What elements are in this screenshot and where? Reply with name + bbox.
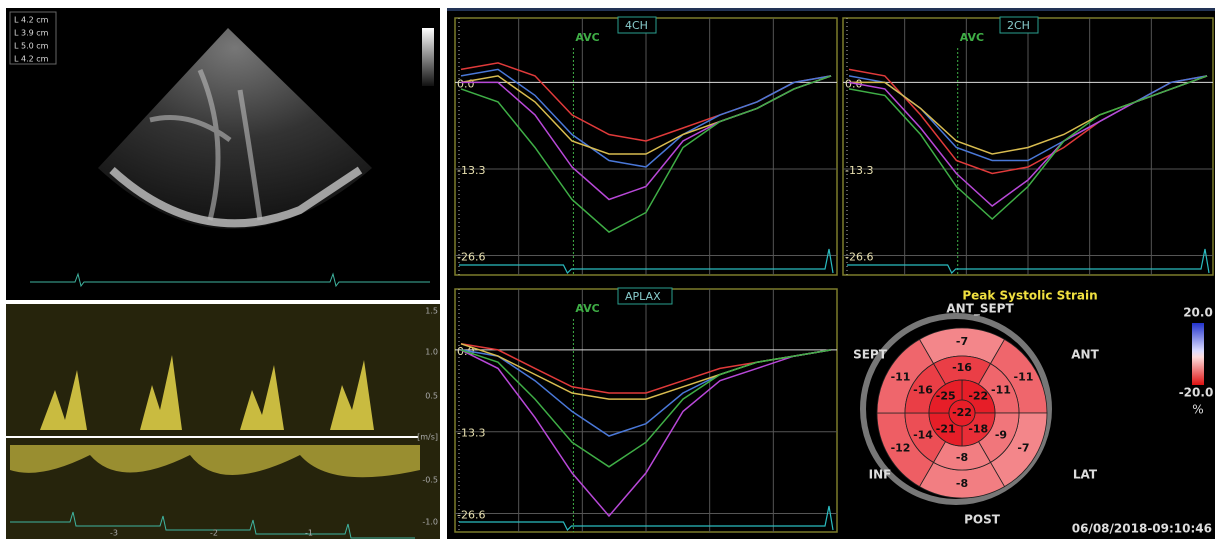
panel-title: 4CH — [625, 19, 648, 32]
y-tick-label: -26.6 — [457, 250, 485, 263]
gray-scale — [422, 28, 434, 86]
measure-box — [9, 11, 57, 65]
title-box — [999, 16, 1039, 34]
strain-view — [447, 8, 1215, 539]
panel-title: 2CH — [1007, 19, 1030, 32]
y-tick-label: 0.0 — [457, 77, 475, 90]
colorbar-unit: % — [1192, 403, 1203, 417]
ecg — [847, 248, 1210, 275]
ecg — [10, 511, 415, 539]
segment — [948, 399, 976, 427]
panel-title: APLAX — [625, 290, 661, 303]
velocity-label: 1.0 — [425, 348, 438, 357]
segment-value: -7 — [956, 335, 968, 348]
segment-value: -8 — [956, 477, 968, 490]
y-tick-label: -26.6 — [845, 250, 873, 263]
avc-label: AVC — [960, 31, 984, 44]
segment-value: -16 — [952, 361, 972, 374]
y-tick-label: -13.3 — [845, 164, 873, 177]
velocity-label: [m/s] — [417, 433, 438, 442]
segment-value: -7 — [1017, 442, 1029, 455]
measurement: L 4.2 cm — [14, 55, 49, 64]
avc-label: AVC — [575, 31, 599, 44]
velocity-label: -0.5 — [422, 476, 438, 485]
segment-value: -11 — [1014, 371, 1034, 384]
bullseye-rim — [860, 313, 1052, 505]
y-tick-label: -26.6 — [457, 509, 485, 522]
segment-value: -21 — [936, 422, 956, 435]
measurement: L 4.2 cm — [14, 16, 49, 25]
title-box — [617, 287, 673, 305]
ecg — [30, 272, 430, 288]
measurement: L 3.9 cm — [14, 29, 49, 38]
segment-value: -22 — [952, 406, 972, 419]
title-box — [617, 16, 657, 34]
strain-curve — [460, 75, 832, 234]
segment-value: -22 — [968, 390, 988, 403]
time-label: -1 — [305, 529, 313, 538]
echo-wall — [149, 69, 263, 221]
y-tick-label: -13.3 — [457, 164, 485, 177]
strain-curve — [460, 349, 832, 468]
avc-label: AVC — [575, 302, 599, 315]
wall-label: LAT — [1073, 468, 1098, 482]
segment-value: -12 — [891, 442, 911, 455]
velocity-label: 1.5 — [425, 307, 438, 316]
segment-value: -9 — [995, 429, 1007, 442]
time-label: -2 — [210, 529, 218, 538]
segment-value: -16 — [913, 384, 933, 397]
y-tick-label: -13.3 — [457, 427, 485, 440]
velocity-label: 0.5 — [425, 392, 438, 401]
strain-curve — [460, 68, 832, 168]
segment-value: -18 — [968, 422, 988, 435]
wall-label: POST — [964, 513, 1001, 527]
wall-label: INF — [869, 468, 892, 482]
time-label: -3 — [110, 529, 118, 538]
wall-label: ANT — [1071, 348, 1099, 362]
echo-wall — [109, 166, 363, 228]
doppler-signal — [40, 355, 374, 430]
velocity-label: -1.0 — [422, 518, 438, 527]
top-bar — [447, 8, 1215, 11]
measurement: L 5.0 cm — [14, 42, 49, 51]
segment-value: -14 — [913, 429, 933, 442]
colorbar-max: 20.0 — [1183, 306, 1213, 320]
divider — [440, 0, 447, 539]
segment-value: -11 — [891, 371, 911, 384]
segment-value: -8 — [956, 451, 968, 464]
wall-label: ANT_SEPT — [946, 302, 1014, 317]
colorbar-min: -20.0 — [1179, 386, 1214, 400]
echo-sector — [98, 28, 372, 229]
wall-label: SEPT — [853, 348, 888, 362]
ecg — [459, 505, 834, 532]
bullseye-title: Peak Systolic Strain — [962, 289, 1097, 303]
timestamp: 06/08/2018-09:10:46 — [1072, 522, 1212, 536]
strain-curve — [848, 75, 1208, 221]
doppler-signal — [10, 445, 420, 478]
ecg — [459, 248, 834, 275]
colorbar — [1192, 323, 1204, 385]
segment-value: -25 — [936, 390, 956, 403]
segment-value: -11 — [991, 384, 1011, 397]
strain-curve — [460, 349, 832, 518]
